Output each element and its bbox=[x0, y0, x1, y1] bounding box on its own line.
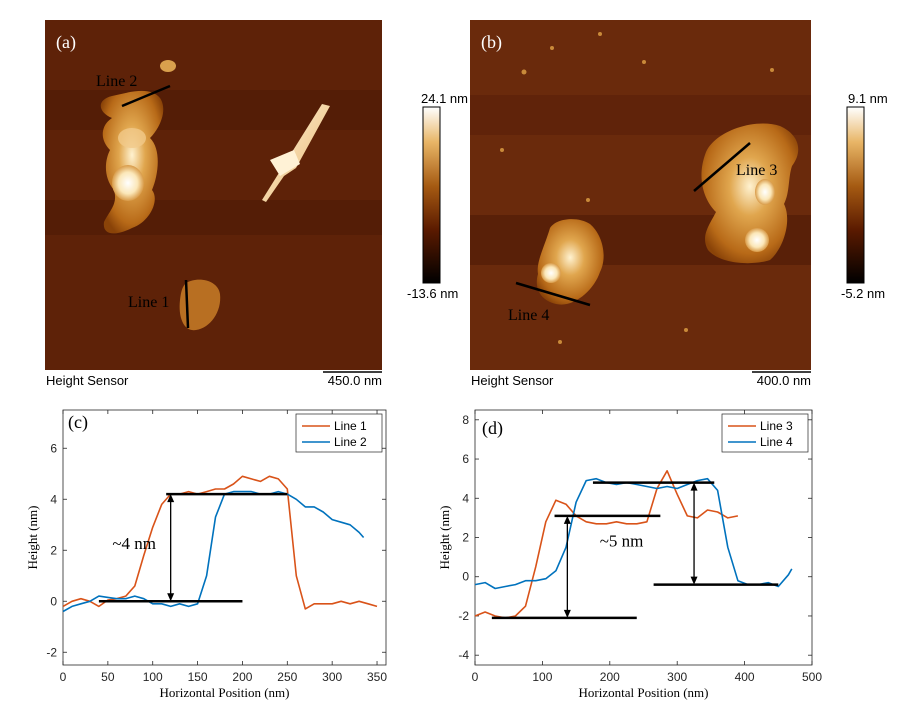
footer-height-sensor-b: Height Sensor bbox=[471, 373, 554, 388]
x-tick-label: 300 bbox=[667, 670, 687, 684]
x-axis-label: Horizontal Position (nm) bbox=[160, 685, 290, 700]
chart-d: 0 100 200 300 400 500 -4 -2 0 2 4 6 8 Horizontal Posi… bbox=[437, 409, 822, 700]
line-label-3: Line 3 bbox=[736, 162, 777, 179]
arrow-head-down bbox=[167, 593, 175, 602]
y-axis-label: Height (nm) bbox=[437, 506, 452, 570]
afm-image-b: (b) Line 3 Line 4 bbox=[470, 20, 811, 370]
colorbar-a-min: -13.6 nm bbox=[407, 286, 458, 301]
x-tick-label: 150 bbox=[188, 670, 208, 684]
y-tick-label: 6 bbox=[50, 441, 57, 455]
y-tick-label: 2 bbox=[50, 543, 57, 557]
colorbar-a bbox=[422, 106, 441, 284]
legend-label-2: Line 2 bbox=[334, 435, 367, 449]
y-tick-label: 4 bbox=[50, 492, 57, 506]
arrow-head-down bbox=[563, 609, 571, 618]
arrow-head-up bbox=[563, 515, 571, 524]
height-annotation-d: ~5 nm bbox=[600, 531, 644, 550]
series-line-2 bbox=[62, 490, 365, 613]
x-tick-label: 0 bbox=[60, 670, 67, 684]
y-tick-label: -4 bbox=[458, 648, 469, 662]
y-tick-label: 2 bbox=[462, 531, 469, 545]
colorbar-a-max: 24.1 nm bbox=[421, 91, 468, 106]
line-label-2: Line 2 bbox=[96, 73, 137, 90]
arrow-head-up bbox=[167, 494, 175, 503]
y-axis-label: Height (nm) bbox=[25, 506, 40, 570]
legend-label-2: Line 4 bbox=[760, 435, 793, 449]
panel-label-a: (a) bbox=[56, 32, 76, 53]
panel-label-d: (d) bbox=[482, 418, 503, 439]
x-tick-label: 0 bbox=[472, 670, 479, 684]
y-tick-label: -2 bbox=[458, 609, 469, 623]
plot-area bbox=[62, 409, 387, 666]
scalebar-label-b: 400.0 nm bbox=[757, 373, 811, 388]
series-line-2 bbox=[474, 477, 793, 590]
y-tick-label: 6 bbox=[462, 452, 469, 466]
x-tick-label: 200 bbox=[600, 670, 620, 684]
arrow-head-up bbox=[690, 482, 698, 491]
x-tick-label: 100 bbox=[143, 670, 163, 684]
x-axis-label: Horizontal Position (nm) bbox=[579, 685, 709, 700]
line-label-1: Line 1 bbox=[128, 294, 169, 311]
colorbar-b bbox=[846, 106, 865, 284]
panel-label-b: (b) bbox=[481, 32, 502, 53]
footer-height-sensor-a: Height Sensor bbox=[46, 373, 129, 388]
y-tick-label: 8 bbox=[462, 413, 469, 427]
arrow-head-down bbox=[690, 576, 698, 585]
y-tick-label: -2 bbox=[46, 645, 57, 659]
x-tick-label: 50 bbox=[101, 670, 115, 684]
x-tick-label: 400 bbox=[735, 670, 755, 684]
x-tick-label: 200 bbox=[232, 670, 252, 684]
colorbar-b-max: 9.1 nm bbox=[848, 91, 888, 106]
x-tick-label: 250 bbox=[277, 670, 297, 684]
height-annotation-c: ~4 nm bbox=[112, 534, 156, 553]
x-tick-label: 300 bbox=[322, 670, 342, 684]
colorbar-b-min: -5.2 nm bbox=[841, 286, 885, 301]
legend-box bbox=[721, 413, 809, 453]
line-label-4: Line 4 bbox=[508, 307, 549, 324]
y-tick-label: 0 bbox=[462, 570, 469, 584]
y-tick-label: 4 bbox=[462, 491, 469, 505]
x-tick-label: 100 bbox=[532, 670, 552, 684]
scalebar-label-a: 450.0 nm bbox=[328, 373, 382, 388]
x-tick-label: 500 bbox=[802, 670, 822, 684]
x-tick-label: 350 bbox=[367, 670, 387, 684]
plot-area bbox=[474, 409, 813, 666]
afm-image-a: (a) Line 2 Line 1 bbox=[45, 20, 382, 370]
legend-box bbox=[295, 413, 383, 453]
legend-label-1: Line 1 bbox=[334, 419, 367, 433]
legend-label-1: Line 3 bbox=[760, 419, 793, 433]
panel-label-c: (c) bbox=[68, 412, 88, 433]
y-tick-label: 0 bbox=[50, 594, 57, 608]
